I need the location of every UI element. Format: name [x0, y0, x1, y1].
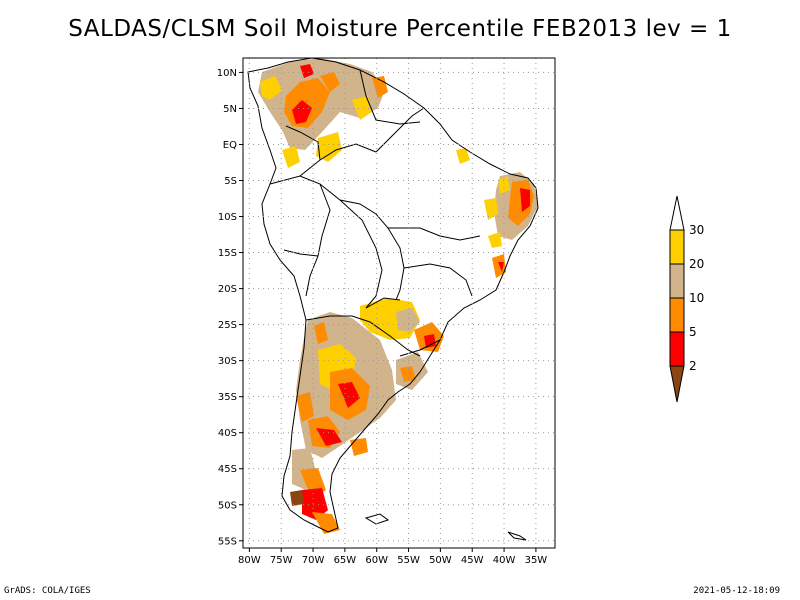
lon-tick-label: 65W: [334, 555, 357, 566]
lon-tick-label: 70W: [302, 555, 325, 566]
country-borders: [247, 57, 539, 533]
lat-tick-label: 35S: [218, 392, 237, 403]
lon-tick-label: 60W: [365, 555, 388, 566]
lat-tick-label: 5N: [223, 104, 237, 115]
legend-top-arrow: [669, 195, 685, 231]
lon-tick-label: 40W: [493, 555, 516, 566]
legend-label: 5: [689, 325, 697, 339]
lon-tick-label: 35W: [525, 555, 548, 566]
map-title: SALDAS/CLSM Soil Moisture Percentile FEB…: [68, 16, 732, 42]
legend-label: 20: [689, 257, 704, 271]
legend-swatch: [669, 331, 685, 367]
lat-tick-label: 15S: [218, 248, 237, 259]
lon-tick-label: 50W: [429, 555, 452, 566]
lon-tick-label: 80W: [238, 555, 261, 566]
lat-tick-label: 55S: [218, 536, 237, 547]
color-legend: 30 20 10 5 2: [669, 195, 704, 403]
lat-tick-label: 25S: [218, 320, 237, 331]
legend-label: 30: [689, 223, 704, 237]
lat-tick-label: 45S: [218, 464, 237, 475]
lat-tick-label: 40S: [218, 428, 237, 439]
map-frame: [242, 57, 556, 549]
footer-timestamp: 2021-05-12-18:09: [693, 586, 780, 596]
lat-tick-label: EQ: [223, 140, 237, 151]
lat-tick-label: 5S: [224, 176, 237, 187]
legend-label: 10: [689, 291, 704, 305]
lat-lon-grid: [243, 58, 555, 548]
lon-tick-label: 55W: [397, 555, 420, 566]
lat-tick-label: 10N: [217, 68, 237, 79]
legend-swatch: [669, 229, 685, 265]
legend-label: 2: [689, 359, 697, 373]
lat-tick-label: 30S: [218, 356, 237, 367]
map-panel: 10N 5N EQ 5S 10S 15S 20S 25S 30S 35S 40S 45S 50S 55S8…: [217, 57, 556, 566]
footer-credit: GrADS: COLA/IGES: [4, 586, 91, 596]
lat-tick-label: 10S: [218, 212, 237, 223]
lat-tick-label: 20S: [218, 284, 237, 295]
legend-swatch: [669, 263, 685, 299]
legend-bottom-arrow: [669, 365, 685, 403]
axis-ticks: 10N 5N EQ 5S 10S 15S 20S 25S 30S 35S 40S 45S 50S 55S8…: [217, 68, 548, 566]
lon-tick-label: 75W: [270, 555, 293, 566]
legend-swatch: [669, 297, 685, 333]
lon-tick-label: 45W: [461, 555, 484, 566]
lat-tick-label: 50S: [218, 500, 237, 511]
